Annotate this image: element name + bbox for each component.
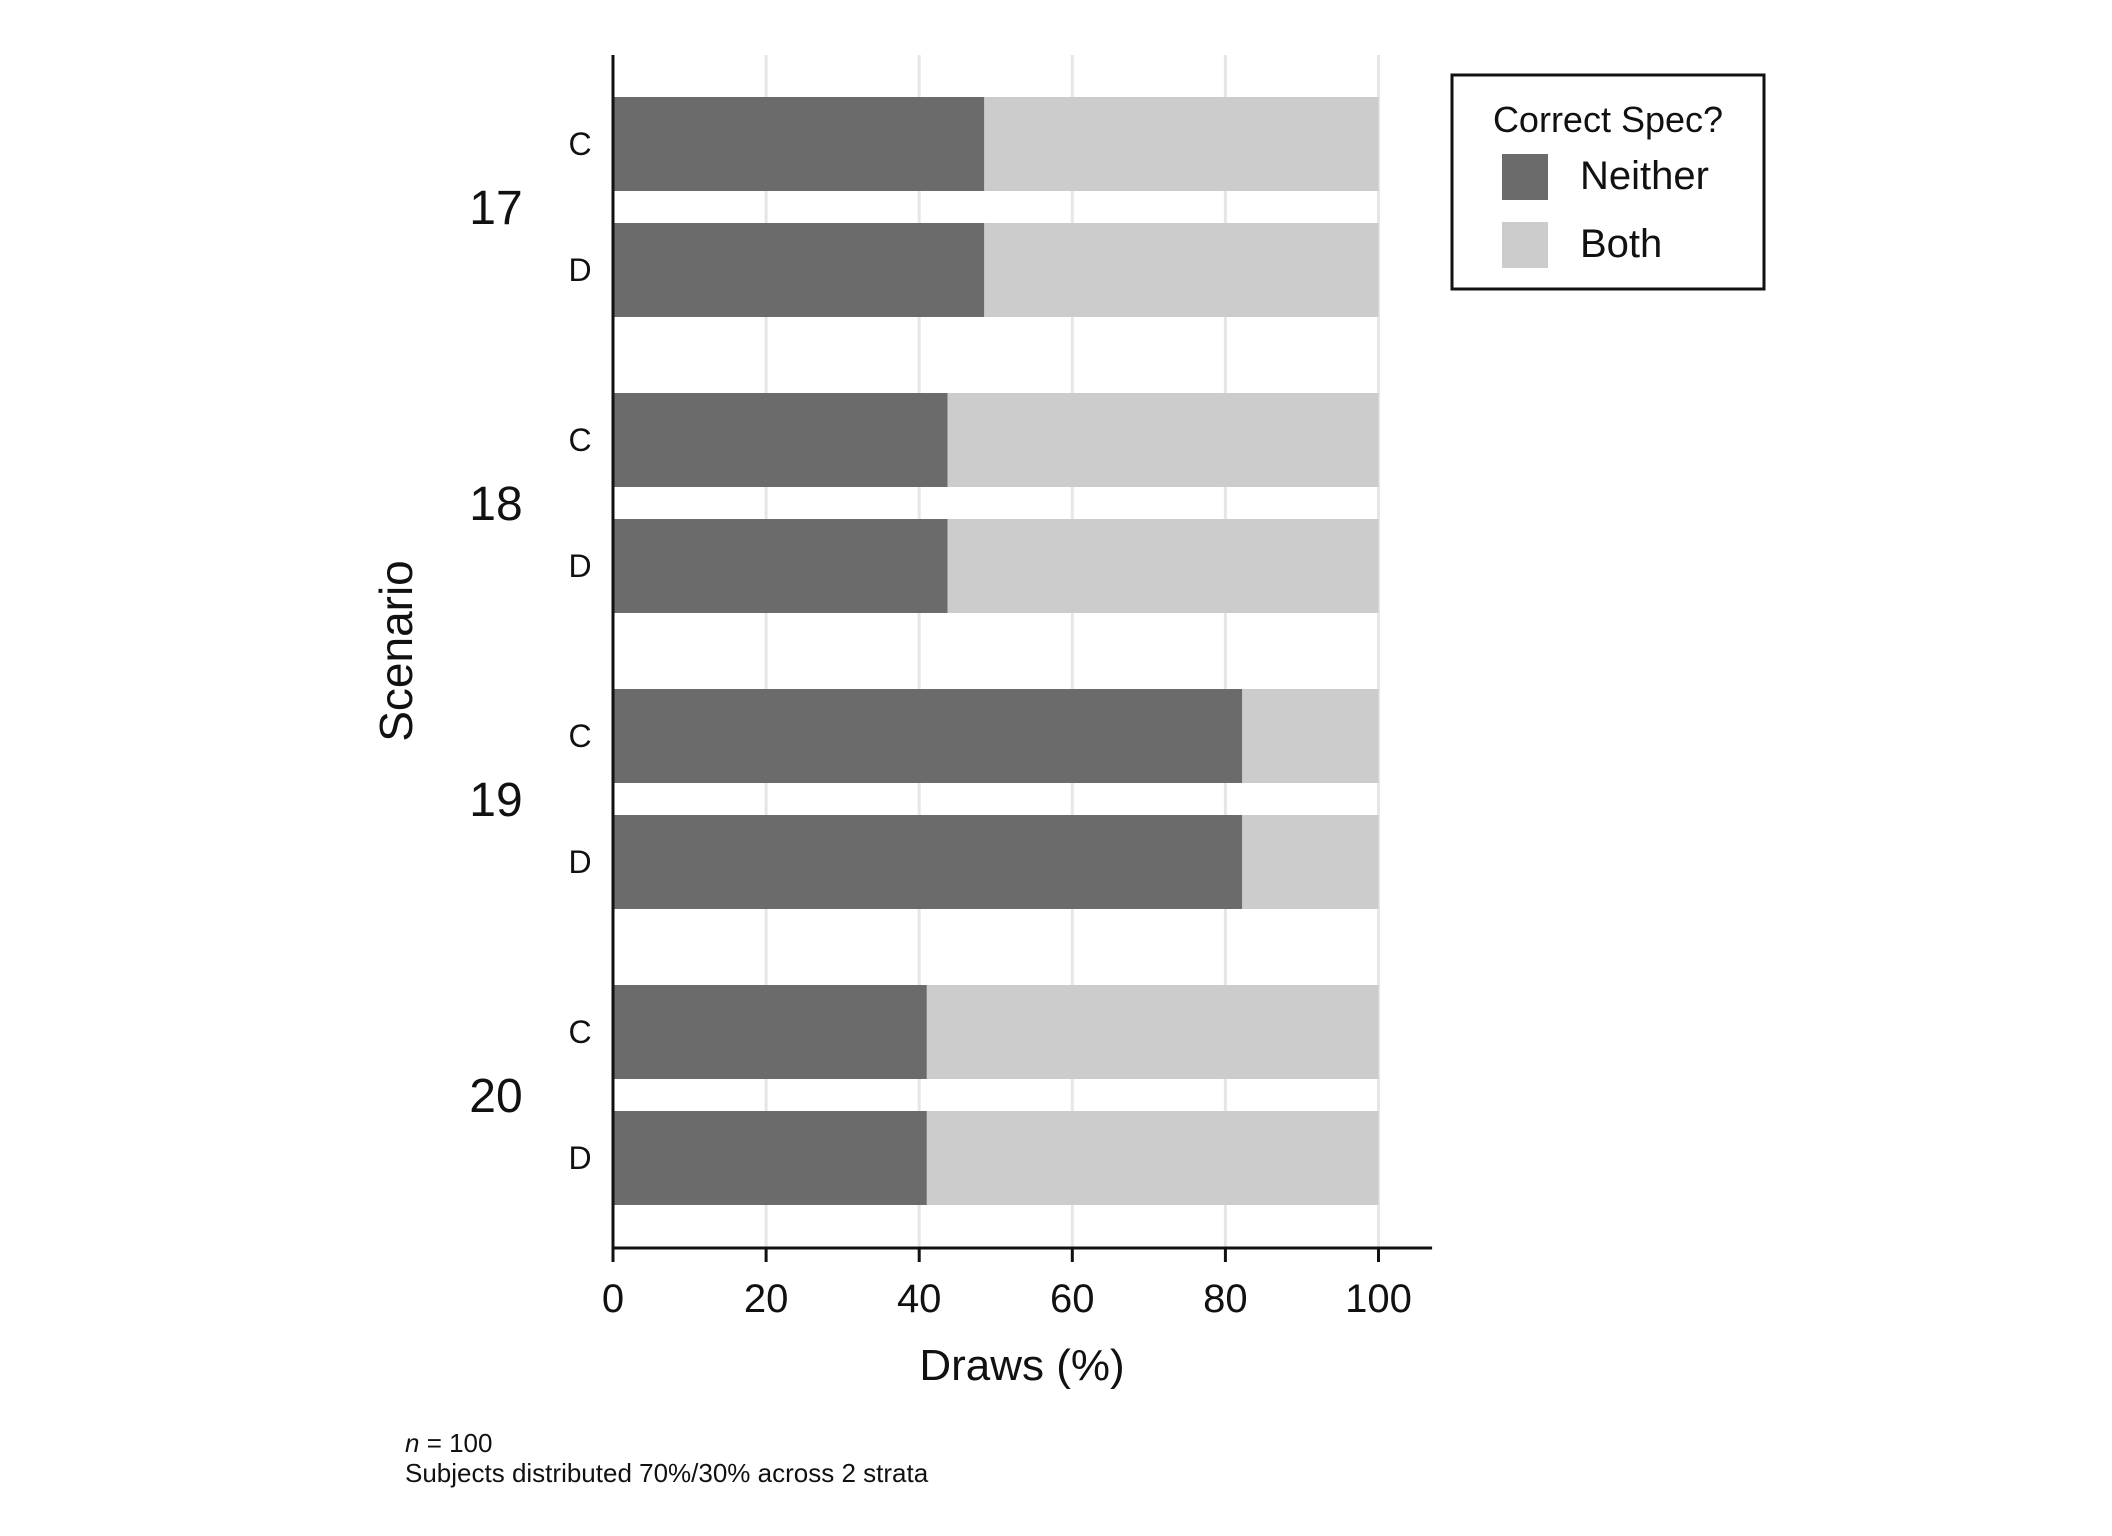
subcategory-label-17-C: C (568, 126, 591, 162)
subcategory-label-19-C: C (568, 718, 591, 754)
legend-swatch-both (1502, 222, 1548, 268)
bar-17-C-both (984, 97, 1379, 191)
bar-19-C-both (1242, 689, 1379, 783)
x-axis-label: Draws (%) (919, 1341, 1124, 1390)
bar-18-C-both (947, 393, 1379, 487)
subcategory-label-20-D: D (568, 1140, 591, 1176)
bar-17-D-neither (613, 223, 985, 317)
x-tick-label-40: 40 (897, 1277, 942, 1321)
bar-17-D-both (984, 223, 1379, 317)
bars (613, 97, 1379, 1205)
bar-20-D-neither (613, 1111, 927, 1205)
x-tick-label-80: 80 (1203, 1277, 1248, 1321)
bar-18-D-both (947, 519, 1379, 613)
subcategory-label-18-C: C (568, 422, 591, 458)
bar-19-D-both (1242, 815, 1379, 909)
legend-title: Correct Spec? (1493, 99, 1723, 140)
legend-label-both: Both (1580, 222, 1662, 266)
sample-size-note: n = 100 (405, 1428, 492, 1459)
bar-20-C-both (926, 985, 1379, 1079)
legend: Correct Spec? Neither Both (1450, 73, 1766, 291)
legend-label-neither: Neither (1580, 154, 1709, 198)
group-label-20: 20 (469, 1070, 522, 1123)
x-tick-label-0: 0 (602, 1277, 624, 1321)
bar-19-D-neither (613, 815, 1243, 909)
labels: C D 17 C D 18 C D 19 C D 20 (469, 126, 591, 1176)
legend-swatch-neither (1502, 154, 1548, 200)
x-tick-label-60: 60 (1050, 1277, 1095, 1321)
axes: 0 20 40 60 80 100 (602, 55, 1433, 1321)
bar-19-C-neither (613, 689, 1243, 783)
subcategory-label-20-C: C (568, 1014, 591, 1050)
subcategory-label-17-D: D (568, 252, 591, 288)
group-label-18: 18 (469, 478, 522, 531)
bar-17-C-neither (613, 97, 985, 191)
bar-18-C-neither (613, 393, 948, 487)
bar-18-D-neither (613, 519, 948, 613)
group-label-19: 19 (469, 774, 522, 827)
sample-size-symbol: n (405, 1428, 420, 1458)
subcategory-label-18-D: D (568, 548, 591, 584)
y-axis-label: Scenario (370, 560, 422, 742)
group-label-17: 17 (469, 182, 522, 235)
x-tick-label-20: 20 (744, 1277, 789, 1321)
subcategory-label-19-D: D (568, 844, 591, 880)
bar-20-C-neither (613, 985, 927, 1079)
strata-note: Subjects distributed 70%/30% across 2 st… (405, 1458, 929, 1488)
bar-20-D-both (926, 1111, 1379, 1205)
x-tick-label-100: 100 (1345, 1277, 1412, 1321)
sample-size-value: = 100 (419, 1428, 493, 1458)
